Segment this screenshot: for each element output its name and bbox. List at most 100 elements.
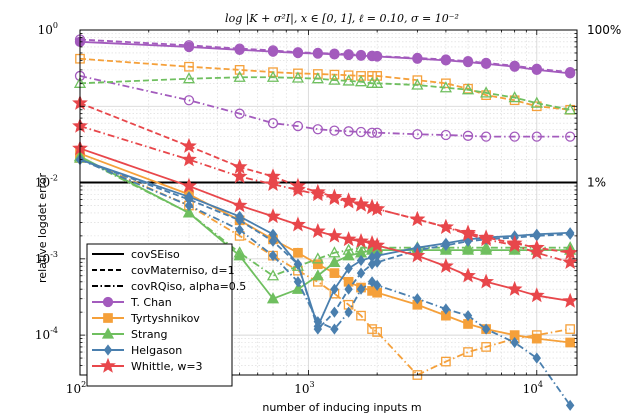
data-point — [344, 306, 353, 318]
legend-label: covSEiso — [131, 248, 180, 261]
data-point — [460, 225, 476, 241]
data-point — [354, 241, 368, 253]
data-point — [355, 49, 367, 61]
data-point — [181, 151, 197, 167]
legend-marker — [103, 344, 113, 356]
data-point — [265, 208, 281, 224]
data-point — [531, 131, 542, 142]
data-point — [438, 257, 454, 273]
data-point — [441, 356, 451, 367]
y-tick-label: 10-3 — [35, 250, 58, 266]
data-point — [460, 267, 476, 283]
data-point — [343, 70, 354, 81]
legend-entry-cov: covMaterniso, d=1 — [92, 264, 235, 277]
data-point — [356, 254, 366, 267]
data-point — [562, 254, 579, 270]
data-point — [565, 324, 576, 334]
right-label: 100% — [587, 23, 621, 37]
data-point — [372, 279, 382, 291]
data-point — [509, 60, 520, 71]
data-point — [354, 75, 368, 87]
data-point — [356, 283, 366, 295]
legend-label: covMaterniso, d=1 — [131, 264, 235, 277]
data-point — [267, 45, 279, 56]
legend-label: Tyrtyshnikov — [130, 312, 200, 325]
data-point — [234, 43, 245, 54]
data-point — [268, 235, 278, 247]
data-point — [343, 126, 354, 137]
data-point — [326, 190, 343, 206]
data-point — [510, 336, 519, 349]
data-point — [234, 65, 245, 75]
data-point — [309, 222, 326, 238]
data-point — [328, 73, 341, 85]
data-point — [231, 197, 248, 213]
data-point — [234, 108, 245, 119]
data-point — [340, 231, 357, 247]
x-tick-label: 104 — [523, 380, 543, 396]
data-point — [369, 237, 386, 253]
data-point — [367, 71, 377, 81]
legend-entry-method: T. Chan — [92, 296, 172, 309]
right-percent-labels: 100% 1% — [587, 23, 621, 190]
data-point — [412, 129, 423, 140]
data-point — [413, 293, 422, 305]
y-tick-label-exp: -4 — [50, 326, 58, 335]
y-tick-label: 10-4 — [35, 326, 58, 342]
data-point — [311, 252, 324, 264]
data-point — [356, 71, 366, 81]
data-point — [478, 231, 495, 247]
data-point — [309, 186, 326, 202]
legend-label: Whittle, w=3 — [131, 360, 203, 373]
x-tick-label-exp: 4 — [538, 380, 543, 389]
data-point — [344, 283, 353, 295]
y-axis-label: relative logdet error — [36, 173, 49, 283]
data-point — [530, 96, 543, 108]
data-point — [480, 241, 493, 253]
data-point — [481, 323, 491, 335]
x-tick-label: 103 — [294, 380, 314, 396]
x-tick-label-exp: 2 — [81, 380, 86, 389]
legend-marker — [101, 327, 115, 339]
data-point — [353, 196, 369, 212]
data-point — [235, 224, 244, 236]
data-point — [293, 247, 303, 258]
data-point — [293, 258, 303, 270]
y-tick-label-exp: 0 — [53, 21, 58, 30]
data-point — [268, 250, 278, 262]
data-point — [441, 78, 451, 89]
data-point — [565, 399, 575, 411]
data-point — [311, 269, 324, 281]
data-point — [372, 71, 382, 81]
y-tick-label-base: 10 — [38, 23, 53, 37]
legend-entry-method: Whittle, w=3 — [92, 357, 203, 373]
data-point — [441, 239, 451, 251]
series-circle-dashdot — [74, 70, 576, 142]
data-point — [329, 268, 340, 278]
data-point — [371, 50, 383, 62]
data-point — [329, 125, 340, 136]
data-point — [330, 283, 339, 295]
y-tick-label-base: 10 — [35, 328, 50, 342]
plot-frame — [79, 29, 578, 376]
data-point — [481, 342, 491, 352]
y-tick-label: 10-2 — [35, 174, 58, 190]
data-point — [463, 235, 473, 247]
data-point — [292, 120, 304, 132]
data-point — [342, 243, 355, 255]
data-point — [184, 61, 194, 72]
data-point — [564, 103, 577, 115]
x-tick-label: 102 — [66, 380, 86, 396]
data-point — [342, 74, 355, 86]
series-triangle-dashed — [73, 70, 577, 115]
data-point — [268, 67, 278, 78]
data-point — [461, 83, 475, 95]
data-point — [369, 200, 386, 216]
data-point — [367, 324, 377, 334]
legend-entry-method: Helgason — [92, 344, 182, 357]
data-point — [330, 306, 339, 318]
data-point — [267, 118, 279, 129]
data-point — [371, 127, 383, 138]
